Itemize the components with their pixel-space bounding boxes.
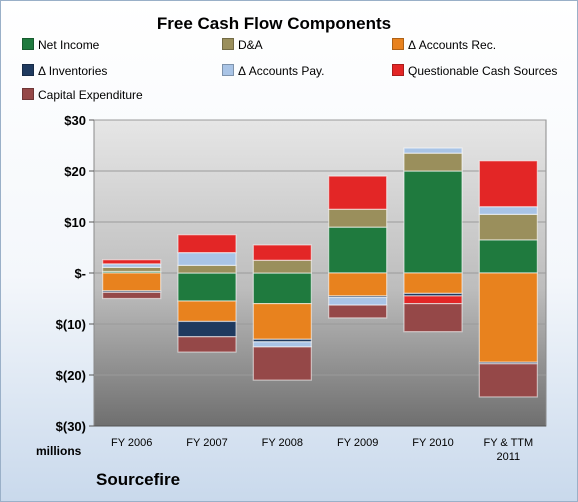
bar-segment [177, 336, 237, 353]
bar-segment [478, 239, 538, 274]
legend-item: Δ Accounts Pay. [222, 64, 325, 78]
x-tick-label: FY & TTM [483, 437, 533, 449]
legend-label: Capital Expenditure [38, 88, 143, 102]
legend-label: Δ Inventories [38, 64, 108, 78]
bar-segment [328, 175, 388, 210]
bar-segment [102, 291, 162, 300]
bar-segment [252, 259, 312, 274]
y-tick-label: $(30) [56, 419, 86, 434]
x-tick-label: FY 2010 [412, 437, 453, 449]
bar-segment [403, 272, 463, 294]
company-name: Sourcefire [96, 470, 181, 489]
bar-segment [177, 252, 237, 266]
legend-label: Δ Accounts Rec. [408, 38, 497, 52]
y-tick-label: $(10) [56, 317, 86, 332]
x-tick-label: FY 2007 [186, 437, 227, 449]
legend-label: D&A [238, 38, 263, 52]
bar-segment [252, 244, 312, 261]
bar-segment [102, 259, 162, 265]
bar-segment [403, 303, 463, 333]
bar-segment [403, 295, 463, 305]
x-tick-label: FY 2009 [337, 437, 378, 449]
bar-segment [403, 152, 463, 172]
bar-segment [328, 296, 388, 306]
legend-swatch [222, 38, 234, 50]
legend-item: Questionable Cash Sources [392, 64, 557, 78]
bar-segment [102, 272, 162, 292]
bar-segment [328, 226, 388, 274]
legend-label: Questionable Cash Sources [408, 64, 558, 78]
legend-swatch [22, 64, 34, 76]
bar-segment [478, 206, 538, 215]
legend-item: D&A [222, 38, 263, 52]
bar-segment [328, 208, 388, 228]
bar-segment [177, 300, 237, 323]
legend-item: Net Income [22, 38, 99, 52]
bar-segment [478, 213, 538, 241]
y-tick-label: $30 [64, 113, 86, 128]
legend-swatch [22, 38, 34, 50]
x-tick-label: FY 2008 [262, 437, 303, 449]
y-axis-units-label: millions [36, 444, 82, 458]
y-tick-label: $10 [64, 215, 86, 230]
bar-segment [403, 147, 463, 154]
bar-segment [102, 266, 162, 273]
legend-label: Net Income [38, 38, 100, 52]
bar-segment [252, 346, 312, 381]
chart-title: Free Cash Flow Components [156, 14, 392, 33]
bar-segment [252, 272, 312, 305]
bar-segment [252, 341, 312, 348]
legend-label: Δ Accounts Pay. [238, 64, 325, 78]
bar-segment [478, 363, 538, 398]
bar-segment [403, 170, 463, 274]
y-tick-label: $(20) [56, 368, 86, 383]
y-tick-label: $- [74, 266, 86, 281]
bar-segment [177, 264, 237, 274]
bar-segment [478, 272, 538, 363]
legend-swatch [22, 88, 34, 100]
bar-segment [328, 272, 388, 297]
bar-segment [478, 160, 538, 208]
bar-segment [177, 234, 237, 254]
legend-swatch [392, 64, 404, 76]
bar-segment [328, 304, 388, 319]
bar-segment [177, 272, 237, 302]
x-tick-label: FY 2006 [111, 437, 152, 449]
legend-item: Δ Accounts Rec. [392, 38, 496, 52]
legend-swatch [222, 64, 234, 76]
y-tick-label: $20 [64, 164, 86, 179]
bar-segment [252, 303, 312, 340]
x-tick-label: 2011 [497, 451, 521, 463]
legend-item: Capital Expenditure [22, 88, 143, 102]
legend-item: Δ Inventories [22, 64, 107, 78]
bar-segment [177, 320, 237, 338]
legend-swatch [392, 38, 404, 50]
